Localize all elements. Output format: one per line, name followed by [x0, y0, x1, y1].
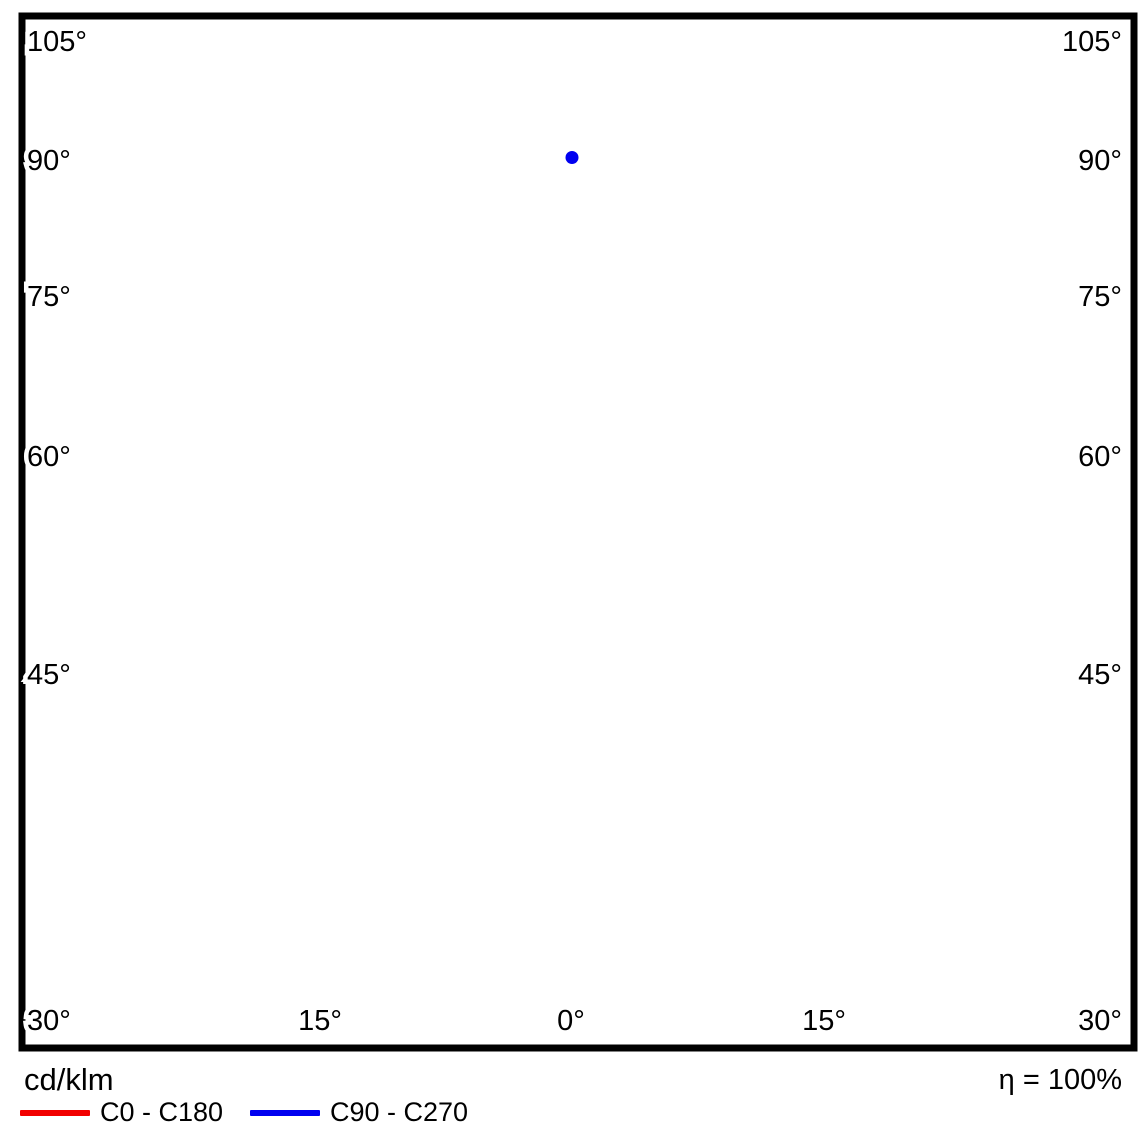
grid-fine-tick [319, 174, 445, 191]
grid-fine-tick [336, 206, 454, 255]
curve-c0-c180 [216, 158, 935, 804]
radial-scale-box [548, 524, 596, 557]
radial-scale-box [548, 906, 596, 939]
grid-fine-tick [698, 124, 824, 141]
unit-label: cd/klm [24, 1062, 114, 1097]
grid-fine-tick [589, 284, 606, 410]
angle-label-bottom: 15° [298, 1005, 342, 1037]
angle-label-right: 105° [1062, 26, 1122, 58]
legend-swatch-c90-c270 [250, 1110, 320, 1116]
intensity-curves [211, 158, 934, 804]
grid-ring [317, 0, 827, 413]
grid-ray [682, 221, 1143, 957]
grid-ring [62, 0, 1082, 668]
grid-fine-tick [690, 206, 808, 255]
angle-label-bottom: 15° [802, 1005, 846, 1037]
beam-origin-dot [565, 151, 579, 164]
grid-ray [158, 281, 539, 1143]
grid-ray [0, 221, 462, 957]
angle-label-right: 30° [1078, 1005, 1122, 1037]
grid-ray [0, 248, 482, 1143]
grid-ray [0, 268, 508, 1143]
legend-label-c0-c180: C0 - C180 [100, 1097, 224, 1127]
angle-label-right: 60° [1078, 441, 1122, 473]
grid-ray [695, 191, 1143, 572]
grid-fine-tick [474, 0, 523, 40]
angle-label-left: 75° [27, 281, 71, 313]
angle-labels: 105° 90° 75° 60° 45° 30° 105° 90° 75° 60° 45° 30° 15… [23, 22, 1127, 1042]
grid-fine-tick [650, 0, 728, 56]
grid-fine-tick [690, 60, 808, 109]
grid-fine-tick [370, 235, 471, 313]
angle-label-left: 45° [27, 659, 71, 691]
grid-fine-tick [621, 275, 670, 393]
legend-swatch-c0-c180 [20, 1110, 90, 1116]
angle-label-bottom: 0° [557, 1005, 585, 1037]
curve-c90-c270 [211, 158, 923, 802]
angle-label-left: 105° [27, 26, 87, 58]
grid-fine-tick [621, 0, 670, 40]
grid-ray [0, 191, 449, 572]
grid-fine-tick [673, 235, 774, 313]
grid-ring [189, 0, 954, 540]
grid-fine-tick [319, 124, 445, 141]
angle-label-right: 45° [1078, 659, 1122, 691]
legend: C0 - C180 C90 - C270 [0, 1096, 1143, 1136]
grid-fine-tick [474, 275, 523, 393]
angle-label-right: 75° [1078, 281, 1122, 313]
grid-fine-tick [336, 60, 454, 109]
grid-fine-tick [539, 284, 556, 410]
grid-ray [605, 281, 986, 1143]
angle-label-left: 90° [27, 145, 71, 177]
plot-border [18, 12, 1138, 1052]
angle-label-left: 30° [27, 1005, 71, 1037]
radial-scale-box [548, 651, 596, 684]
legend-label-c90-c270: C90 - C270 [330, 1097, 469, 1127]
radial-scale-box [548, 396, 596, 429]
grid-ray [636, 268, 1143, 1143]
grid-ray [662, 248, 1143, 1143]
radial-scale-boxes [548, 396, 596, 939]
efficiency-label: η = 100% [998, 1064, 1122, 1096]
angle-label-right: 90° [1078, 145, 1122, 177]
grid-fine-tick [650, 259, 728, 360]
grid-fine-tick [698, 174, 824, 191]
grid-fine-tick [417, 259, 495, 360]
grid-ring [0, 0, 1143, 923]
angle-label-left: 60° [27, 441, 71, 473]
grid-fine-tick [417, 0, 495, 56]
